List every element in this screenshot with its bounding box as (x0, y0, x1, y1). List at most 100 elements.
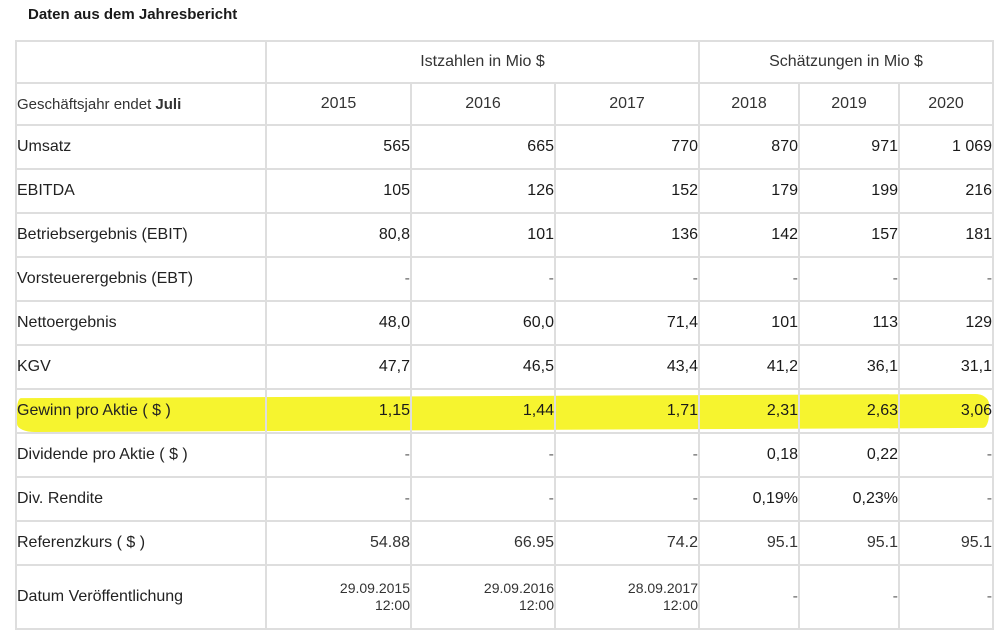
value-cell: - (798, 564, 900, 630)
value-cell: - (897, 564, 995, 630)
value-cell: - (410, 476, 556, 522)
value-cell: 199 (798, 168, 900, 214)
value-cell: 2,31 (698, 388, 800, 434)
year-header: 2016 (410, 82, 556, 126)
value-cell: 770 (554, 124, 700, 170)
table-row: Nettoergebnis 48,0 60,0 71,4 101 113 129 (15, 300, 995, 346)
year-header: 2018 (698, 82, 800, 126)
value-cell: 43,4 (554, 344, 700, 390)
value-cell: - (554, 432, 700, 478)
row-label: Dividende pro Aktie ( $ ) (15, 432, 267, 478)
value-cell: 54.88 (265, 520, 412, 566)
fiscal-year-prefix: Geschäftsjahr endet (17, 95, 156, 113)
row-label: Vorsteuerergebnis (EBT) (15, 256, 267, 302)
value-cell: - (798, 256, 900, 302)
table-row: Betriebsergebnis (EBIT) 80,8 101 136 142 157 1… (15, 212, 995, 258)
row-label: Betriebsergebnis (EBIT) (15, 212, 267, 258)
value-cell: 181 (897, 212, 995, 258)
value-cell: 142 (698, 212, 800, 258)
fiscal-year-label: Geschäftsjahr endet Juli (15, 82, 267, 126)
value-cell: 152 (554, 168, 700, 214)
value-cell: - (897, 432, 995, 478)
value-cell: 665 (410, 124, 556, 170)
value-cell: 2,63 (798, 388, 900, 434)
publication-time: 12:00 (518, 597, 554, 613)
table-row: Div. Rendite - - -0,19% 0,23% - (15, 476, 995, 522)
value-cell: 1,44 (410, 388, 556, 434)
value-cell: - (698, 256, 800, 302)
publication-date: 28.09.2017 (627, 580, 698, 596)
table-row: Dividende pro Aktie ( $ ) - - -0,18 0,22- (15, 432, 995, 478)
value-cell: - (554, 256, 700, 302)
value-cell: 47,7 (265, 344, 412, 390)
year-header: 2015 (265, 82, 412, 126)
publication-time: 12:00 (662, 597, 698, 613)
value-cell: - (410, 256, 556, 302)
value-cell: 1,71 (554, 388, 700, 434)
value-cell: 101 (698, 300, 800, 346)
value-cell: 80,8 (265, 212, 412, 258)
year-header: 2019 (798, 82, 900, 126)
estimate-group-header: Schätzungen in Mio $ (697, 40, 995, 84)
value-cell: - (698, 564, 800, 630)
value-cell: - (897, 256, 995, 302)
table-row: Referenzkurs ( $ ) 54.88 66.95 74.2 95.1 95.1… (15, 520, 995, 566)
value-cell: 157 (798, 212, 900, 258)
table-row: Umsatz 565 665 770 870 971 1 069 (15, 124, 995, 170)
row-label: KGV (15, 344, 267, 390)
value-cell: - (410, 432, 556, 478)
value-cell: 29.09.2016 12:00 (410, 564, 556, 630)
row-label: Nettoergebnis (15, 300, 267, 346)
value-cell: 1,15 (265, 388, 412, 434)
publication-time: 12:00 (374, 597, 410, 613)
value-cell: 60,0 (410, 300, 556, 346)
value-cell: 0,22 (798, 432, 900, 478)
publication-date: 29.09.2016 (483, 580, 554, 596)
value-cell: 216 (897, 168, 995, 214)
value-cell: 0,19% (698, 476, 800, 522)
value-cell: 31,1 (897, 344, 995, 390)
row-label: Datum Veröffentlichung (15, 564, 267, 630)
table-row: EBITDA 105 126 152 179 199 216 (15, 168, 995, 214)
table-row: KGV 47,7 46,5 43,4 41,2 36,1 31,1 (15, 344, 995, 390)
value-cell: 48,0 (265, 300, 412, 346)
report-title: Daten aus dem Jahresbericht (28, 6, 238, 23)
value-cell: 29.09.2015 12:00 (265, 564, 412, 630)
value-cell: 870 (698, 124, 800, 170)
value-cell: 95.1 (897, 520, 995, 566)
publication-date: 29.09.2015 (339, 580, 410, 596)
value-cell: - (265, 476, 412, 522)
row-label: Div. Rendite (15, 476, 267, 522)
value-cell: 46,5 (410, 344, 556, 390)
value-cell: - (265, 256, 412, 302)
year-header: 2017 (554, 82, 700, 126)
value-cell: 565 (265, 124, 412, 170)
financial-table: Istzahlen in Mio $ Schätzungen in Mio $ … (15, 40, 995, 630)
value-cell: 179 (698, 168, 800, 214)
value-cell: 971 (798, 124, 900, 170)
value-cell: 74.2 (554, 520, 700, 566)
value-cell: 36,1 (798, 344, 900, 390)
actual-group-header: Istzahlen in Mio $ (265, 40, 700, 84)
row-label: Umsatz (15, 124, 267, 170)
table-row: Datum Veröffentlichung 29.09.2015 12:00 29.… (15, 564, 995, 630)
value-cell: 113 (798, 300, 900, 346)
value-cell: 126 (410, 168, 556, 214)
value-cell: 95.1 (698, 520, 800, 566)
value-cell: 28.09.2017 12:00 (554, 564, 700, 630)
year-header: 2020 (897, 82, 995, 126)
value-cell: 0,18 (698, 432, 800, 478)
value-cell: 101 (410, 212, 556, 258)
value-cell: - (554, 476, 700, 522)
value-cell: 95.1 (798, 520, 900, 566)
value-cell: - (897, 476, 995, 522)
fiscal-year-month: Juli (155, 95, 182, 113)
value-cell: 129 (897, 300, 995, 346)
value-cell: 136 (554, 212, 700, 258)
value-cell: 66.95 (410, 520, 556, 566)
value-cell: 0,23% (798, 476, 900, 522)
value-cell: 3,06 (897, 388, 995, 434)
table-row: Gewinn pro Aktie ( $ ) 1,15 1,44 1,71 2,31 2,… (15, 388, 995, 434)
value-cell: 71,4 (554, 300, 700, 346)
table-row: Vorsteuerergebnis (EBT) - - - - - - (15, 256, 995, 302)
